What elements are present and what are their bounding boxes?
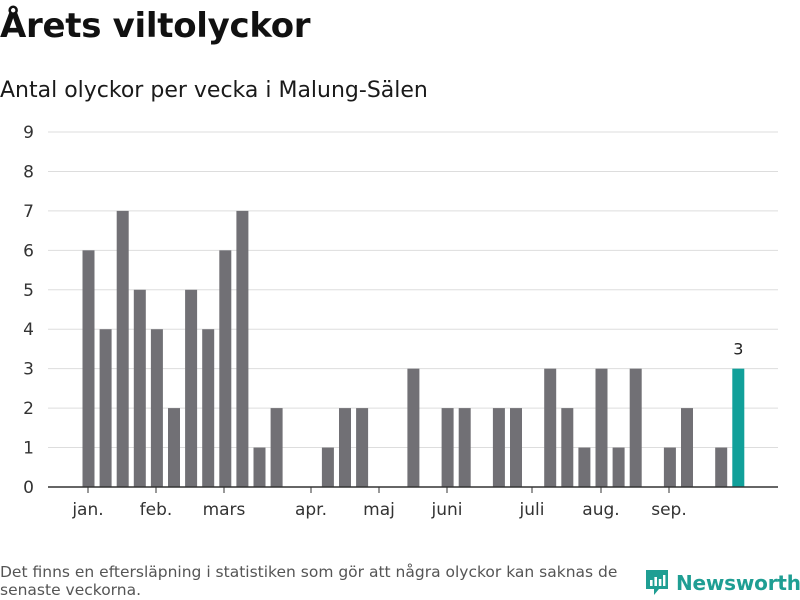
bar: [150, 329, 163, 487]
bar: [629, 368, 642, 487]
x-axis: jan. feb. mars apr. maj juni juli aug. sep.: [48, 486, 778, 520]
newsworthy-logo-icon: [646, 570, 668, 595]
y-tick-label: 6: [23, 241, 34, 261]
chart-subtitle: Antal olyckor per vecka i Malung-Sälen: [0, 78, 428, 103]
bar: [441, 408, 454, 487]
bar: [458, 408, 471, 487]
x-tick-label: maj: [363, 500, 395, 520]
bar: [168, 408, 180, 487]
x-tick-label: sep.: [651, 500, 687, 520]
bar: [270, 408, 283, 487]
bar: [133, 289, 146, 487]
bar: [236, 210, 249, 487]
bar: [356, 408, 369, 487]
footnote: Det finns en eftersläpning i statistiken…: [0, 563, 618, 599]
bar: [681, 408, 693, 487]
bar: [715, 447, 728, 487]
bar-highlighted: [732, 368, 745, 487]
bar: [578, 447, 591, 487]
bar: [612, 447, 625, 487]
bar: [253, 447, 266, 487]
data-label: 3: [733, 340, 743, 359]
bar: [339, 408, 351, 487]
y-tick-label: 0: [23, 478, 34, 498]
y-tick-label: 7: [23, 202, 34, 222]
bar: [492, 408, 505, 487]
bar: [321, 447, 334, 487]
x-tick-label: juni: [431, 500, 463, 520]
data-labels: 3: [733, 340, 743, 359]
bar: [510, 408, 522, 487]
bar: [116, 210, 129, 487]
y-tick-label: 2: [23, 399, 34, 419]
y-tick-label: 9: [23, 123, 34, 143]
bar: [185, 289, 198, 487]
y-tick-label: 5: [23, 281, 34, 301]
x-tick-label: juli: [519, 500, 545, 520]
bars: [82, 210, 745, 487]
bar: [202, 329, 215, 487]
x-tick-label: aug.: [582, 500, 619, 520]
x-tick-label: jan.: [71, 500, 103, 520]
bar: [82, 250, 95, 487]
y-axis-tick-labels: 0 1 2 3 4 5 6 7 8 9: [23, 123, 34, 498]
brand-logo[interactable]: Newsworthy: [644, 569, 800, 597]
y-tick-label: 1: [23, 439, 34, 459]
y-tick-label: 4: [23, 320, 34, 340]
bar: [99, 329, 112, 487]
bar: [663, 447, 676, 487]
bar: [595, 368, 608, 487]
y-tick-label: 3: [23, 360, 34, 380]
bar: [561, 408, 574, 487]
x-tick-label: feb.: [140, 500, 173, 520]
brand-name: Newsworthy: [676, 571, 800, 595]
x-tick-label: mars: [203, 500, 246, 520]
x-tick-label: apr.: [295, 500, 327, 520]
y-tick-label: 8: [23, 162, 34, 182]
bar-chart: 0 1 2 3 4 5 6 7 8 9 jan. feb. mars apr. maj juni juli au…: [23, 123, 778, 520]
bar: [219, 250, 232, 487]
bar: [407, 368, 420, 487]
bar: [544, 368, 557, 487]
chart-title: Årets viltolyckor: [0, 6, 311, 46]
